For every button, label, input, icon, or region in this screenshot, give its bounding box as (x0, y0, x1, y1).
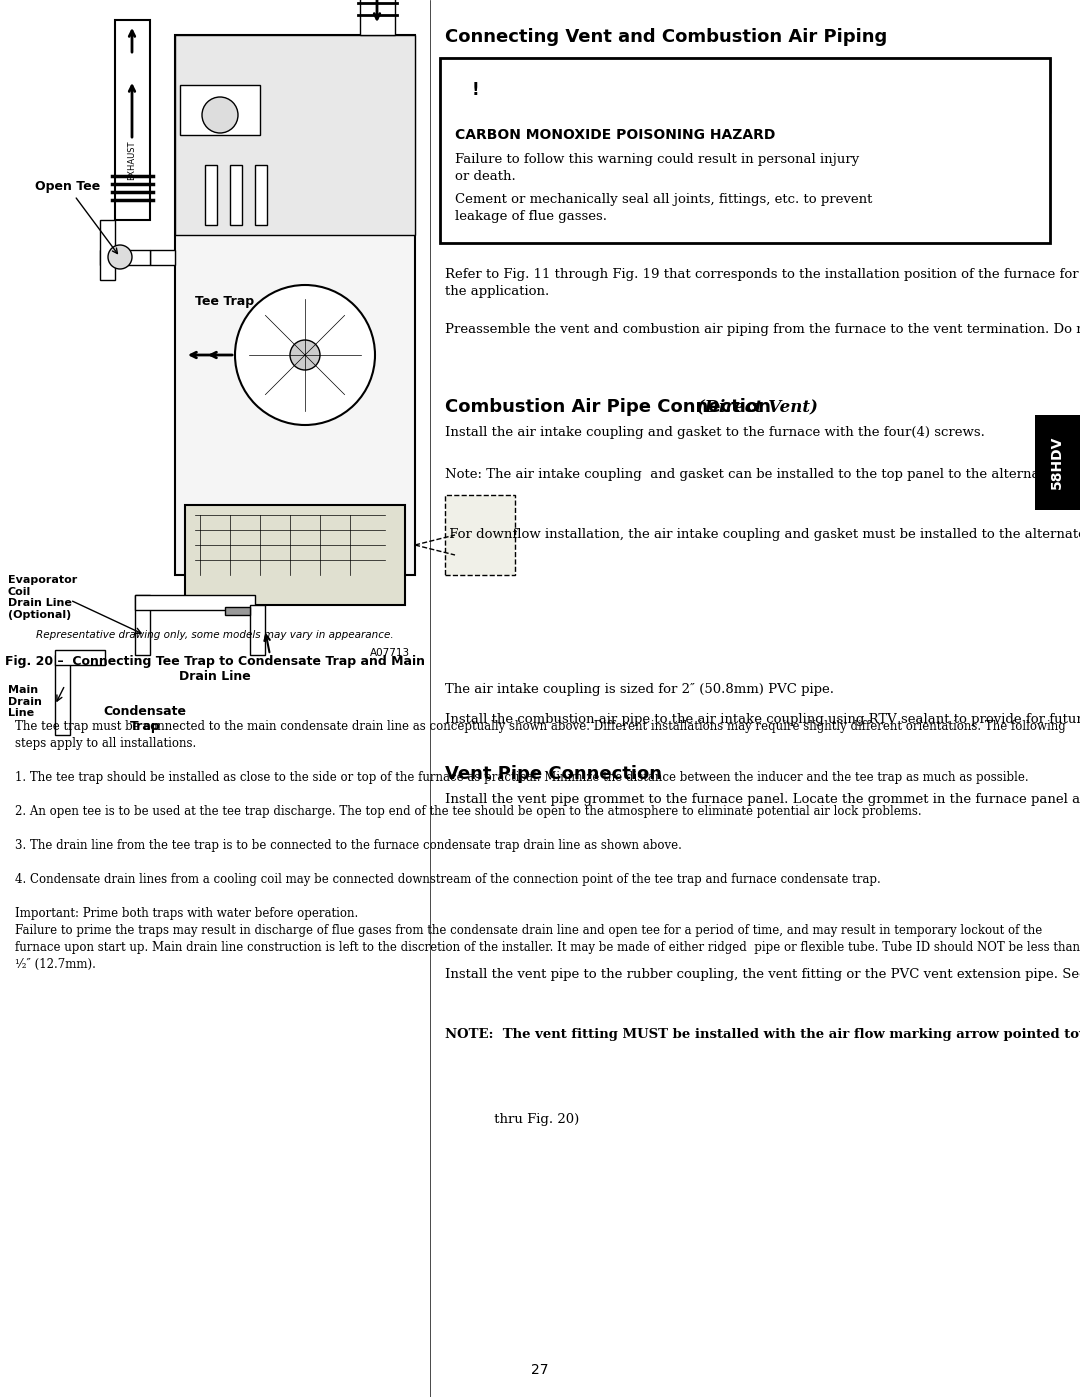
Bar (114, 20, 150, 219)
Bar (360, 0, 395, 35)
Text: Condensate
Trap: Condensate Trap (104, 705, 187, 733)
Bar (440, 59, 1050, 243)
Text: Refer to Fig. 11 through Fig. 19 that corresponds to the installation position o: Refer to Fig. 11 through Fig. 19 that co… (445, 268, 1079, 298)
Bar (180, 85, 260, 136)
Text: 58HDV: 58HDV (1050, 436, 1064, 489)
Circle shape (291, 339, 320, 370)
Bar (445, 495, 515, 576)
Bar (150, 250, 175, 265)
Text: Tee Trap: Tee Trap (195, 295, 254, 307)
Bar (255, 165, 267, 225)
Bar (100, 219, 114, 279)
Text: Connecting Vent and Combustion Air Piping: Connecting Vent and Combustion Air Pipin… (445, 28, 888, 46)
Bar (1035, 415, 1080, 510)
Bar (55, 655, 70, 735)
Text: Install the vent pipe to the rubber coupling, the vent fitting or the PVC vent e: Install the vent pipe to the rubber coup… (445, 968, 1080, 981)
Bar (230, 165, 242, 225)
Text: Note: The air intake coupling  and gasket can be installed to the top panel to t: Note: The air intake coupling and gasket… (445, 468, 1080, 481)
Text: Vent Pipe Connection: Vent Pipe Connection (445, 766, 662, 782)
Text: 27: 27 (531, 1363, 549, 1377)
Text: Representative drawing only, some models may vary in appearance.: Representative drawing only, some models… (37, 630, 394, 640)
Polygon shape (457, 71, 492, 103)
Text: (Direct Vent): (Direct Vent) (691, 398, 818, 415)
Circle shape (202, 96, 238, 133)
Text: Install the vent pipe grommet to the furnace panel. Locate the grommet in the fu: Install the vent pipe grommet to the fur… (445, 793, 1080, 806)
Text: EXHAUST: EXHAUST (127, 140, 136, 180)
Text: The tee trap must be connected to the main condensate drain line as conceptually: The tee trap must be connected to the ma… (15, 719, 1080, 971)
Circle shape (235, 285, 375, 425)
Text: Evaporator
Coil
Drain Line
(Optional): Evaporator Coil Drain Line (Optional) (8, 576, 78, 620)
Text: Failure to follow this warning could result in personal injury
or death.: Failure to follow this warning could res… (455, 154, 860, 183)
Bar (175, 35, 415, 576)
Text: Fig. 20 –  Connecting Tee Trap to Condensate Trap and Main
Drain Line: Fig. 20 – Connecting Tee Trap to Condens… (5, 655, 426, 683)
Text: The air intake coupling is sized for 2″ (50.8mm) PVC pipe.: The air intake coupling is sized for 2″ … (445, 683, 834, 696)
Text: !: ! (471, 81, 478, 99)
Circle shape (108, 244, 132, 270)
Bar (55, 650, 105, 665)
Bar (135, 595, 255, 610)
Text: Install the air intake coupling and gasket to the furnace with the four(4) screw: Install the air intake coupling and gask… (445, 426, 985, 439)
Text: NOTE:  The vent fitting MUST be installed with the air flow marking arrow pointe: NOTE: The vent fitting MUST be installed… (445, 1028, 1080, 1041)
Bar (225, 608, 249, 615)
Text: Preassemble the vent and combustion air piping from the furnace to the vent term: Preassemble the vent and combustion air … (445, 323, 1080, 337)
Bar (249, 605, 265, 655)
Text: Install the combustion air pipe to the air intake coupling using RTV sealant to : Install the combustion air pipe to the a… (445, 712, 1080, 726)
Bar (100, 250, 150, 265)
Text: Cement or mechanically seal all joints, fittings, etc. to prevent
leakage of flu: Cement or mechanically seal all joints, … (455, 193, 873, 224)
Bar (185, 504, 405, 605)
Bar (135, 595, 150, 655)
Text: Main
Drain
Line: Main Drain Line (8, 685, 42, 718)
Text: thru Fig. 20): thru Fig. 20) (490, 1113, 579, 1126)
Text: Open Tee: Open Tee (35, 180, 118, 253)
Bar (175, 35, 415, 235)
Bar (205, 165, 217, 225)
Text: For downflow installation, the air intake coupling and gasket must be installed : For downflow installation, the air intak… (445, 528, 1080, 541)
Text: WARNING: WARNING (666, 70, 834, 99)
Text: Combustion Air Pipe Connection: Combustion Air Pipe Connection (445, 398, 771, 416)
Text: A07713: A07713 (369, 648, 410, 658)
Bar (440, 59, 1050, 113)
Text: CARBON MONOXIDE POISONING HAZARD: CARBON MONOXIDE POISONING HAZARD (455, 129, 775, 142)
